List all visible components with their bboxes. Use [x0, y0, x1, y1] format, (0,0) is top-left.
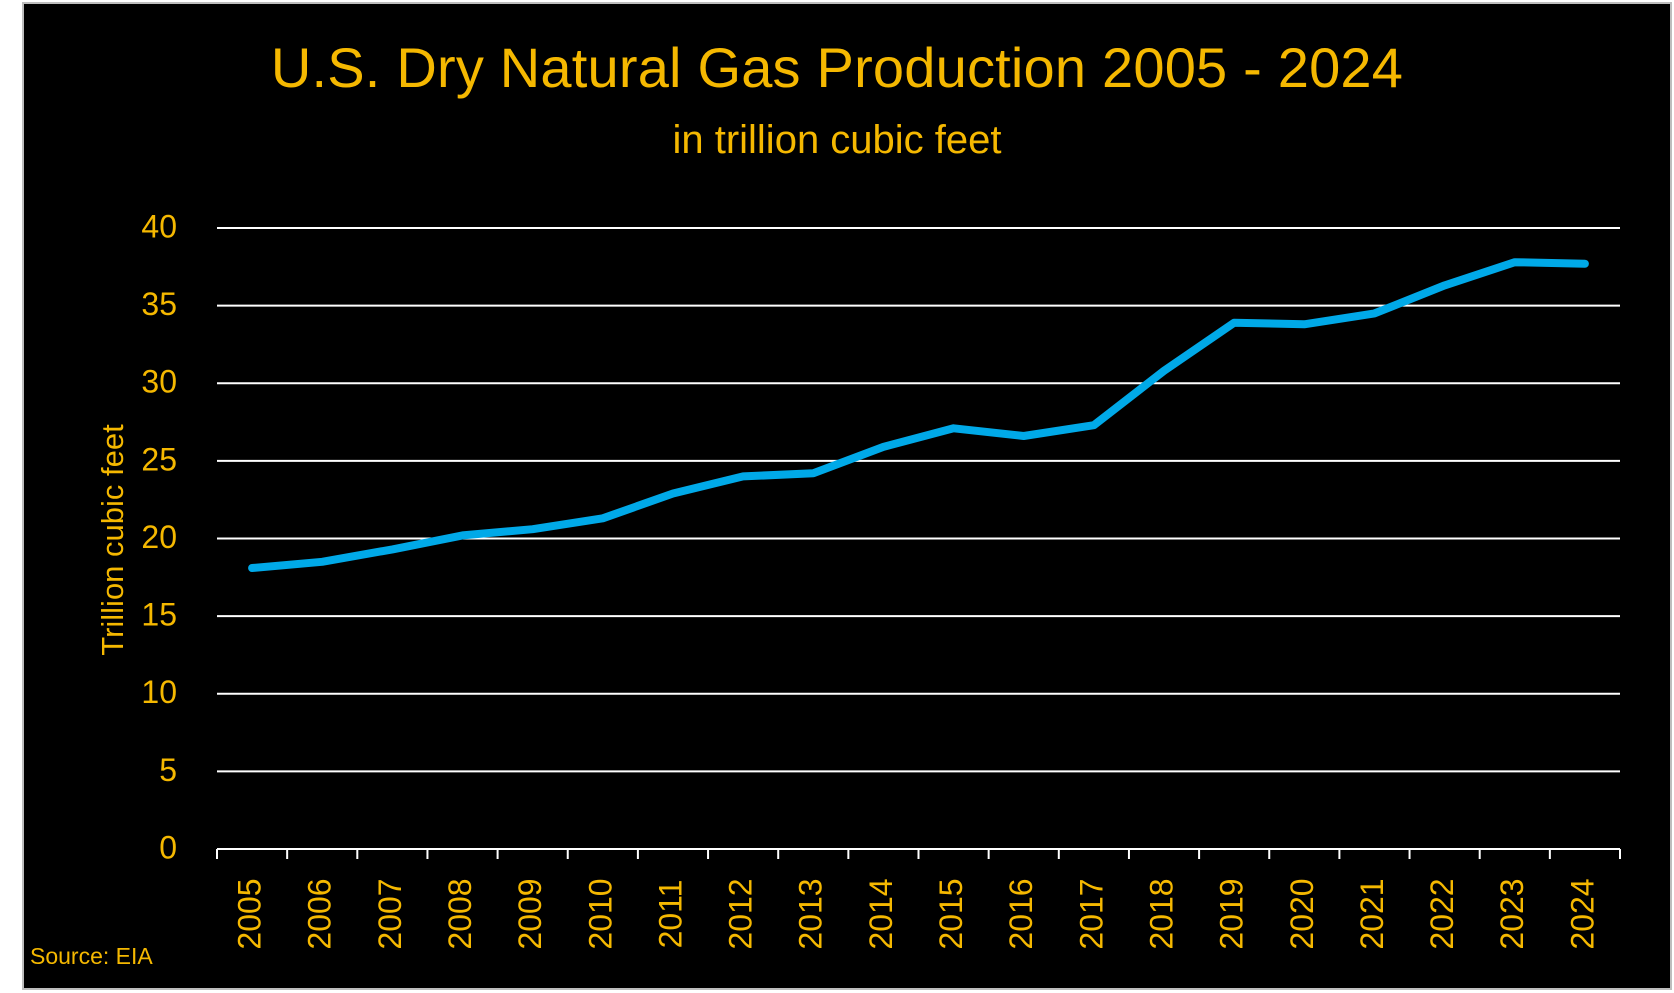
- x-axis: 2005 2006 2007 2008 2009 2010 2011 2012 2013 2014…: [216, 848, 1621, 950]
- data-point-2006: [319, 558, 326, 565]
- x-tick-label: 2012: [723, 878, 759, 949]
- y-tick-label: 0: [159, 829, 177, 865]
- series-group: [248, 258, 1589, 572]
- x-tick-label: 2019: [1214, 878, 1250, 949]
- x-tick-label: 2017: [1073, 878, 1109, 949]
- x-tick-label: 2007: [372, 878, 408, 949]
- data-point-2010: [599, 515, 606, 522]
- y-tick-label: 25: [141, 441, 177, 477]
- series-line: [248, 258, 1589, 572]
- data-point-2017: [1090, 422, 1097, 429]
- y-tick-label: 30: [141, 364, 177, 400]
- data-point-2005: [249, 564, 256, 571]
- gridlines: [217, 227, 1620, 773]
- y-tick-label: 20: [141, 519, 177, 555]
- y-tick-label: 10: [141, 674, 177, 710]
- y-tick-label: 35: [141, 286, 177, 322]
- data-point-2014: [880, 443, 887, 450]
- data-point-2023: [1511, 259, 1518, 266]
- x-tick-label: 2009: [512, 878, 548, 949]
- x-tick-label: 2023: [1494, 878, 1530, 949]
- data-point-2007: [389, 546, 396, 553]
- data-point-2012: [740, 473, 747, 480]
- x-tick-label: 2022: [1424, 878, 1460, 949]
- data-point-2009: [529, 526, 536, 533]
- data-point-2020: [1301, 321, 1308, 328]
- chart-subtitle: in trillion cubic feet: [672, 118, 1002, 162]
- x-tick-label: 2014: [863, 878, 899, 949]
- data-point-2013: [810, 470, 817, 477]
- data-point-2021: [1371, 310, 1378, 317]
- data-point-2018: [1161, 367, 1168, 374]
- data-point-2019: [1231, 319, 1238, 326]
- x-tick-label: 2011: [652, 880, 688, 949]
- x-tick-label: 2008: [442, 878, 478, 949]
- data-point-2008: [459, 532, 466, 539]
- data-point-2024: [1581, 260, 1588, 267]
- y-axis-ticks: 0 5 10 15 20 25 30 35 40: [141, 208, 177, 865]
- x-tick-label: 2013: [793, 878, 829, 949]
- source-note: Source: EIA: [30, 943, 153, 969]
- data-point-2015: [950, 425, 957, 432]
- x-tick-label: 2015: [933, 878, 969, 949]
- data-point-2016: [1020, 433, 1027, 440]
- data-point-2011: [669, 490, 676, 497]
- x-tick-label: 2010: [582, 878, 618, 949]
- data-point-2022: [1441, 282, 1448, 289]
- y-axis-label: Trillion cubic feet: [95, 424, 130, 656]
- x-tick-label: 2024: [1564, 878, 1600, 949]
- x-tick-label: 2005: [232, 878, 268, 949]
- x-tick-label: 2020: [1284, 878, 1320, 949]
- chart-frame: [22, 2, 1672, 990]
- y-tick-label: 5: [159, 752, 177, 788]
- y-tick-label: 40: [141, 208, 177, 244]
- x-tick-label: 2018: [1143, 878, 1179, 949]
- x-tick-label: 2006: [302, 878, 338, 949]
- y-tick-label: 15: [141, 597, 177, 633]
- chart-title: U.S. Dry Natural Gas Production 2005 - 2…: [270, 36, 1404, 99]
- x-tick-label: 2021: [1354, 878, 1390, 949]
- x-tick-label: 2016: [1003, 878, 1039, 949]
